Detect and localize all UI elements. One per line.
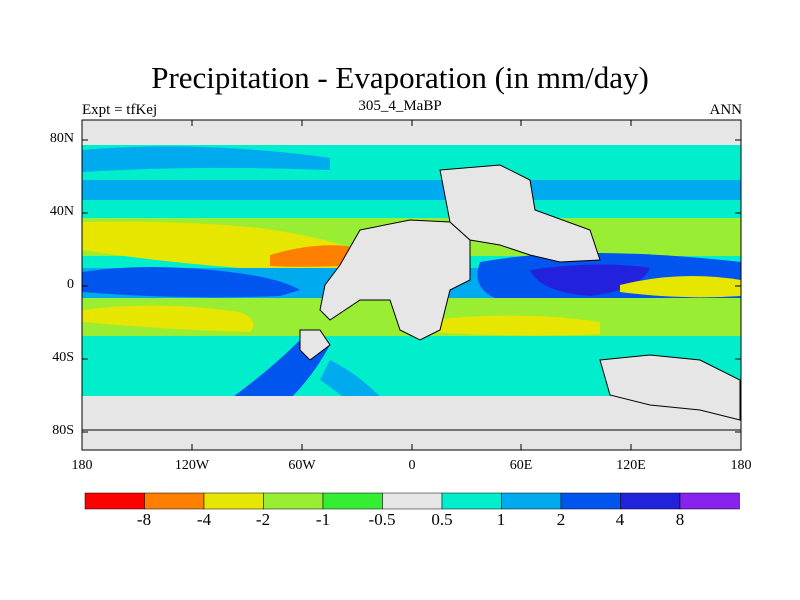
- lon-label-180w: 180: [71, 458, 93, 473]
- map-plot-area: [82, 120, 741, 450]
- lon-label-120w: 120W: [174, 458, 210, 473]
- lat-label-40s: 40S: [52, 350, 74, 365]
- season-label: ANN: [709, 102, 743, 118]
- colorbar-label: -0.5: [368, 510, 396, 529]
- pacific-north-band: [82, 146, 330, 172]
- colorbar-label: -2: [255, 510, 271, 529]
- lon-label-60w: 60W: [288, 458, 316, 473]
- continent-antarctica: [82, 429, 741, 450]
- colorbar-swatch: [679, 492, 740, 510]
- colorbar-swatch: [322, 492, 383, 510]
- lon-label-120e: 120E: [616, 458, 646, 473]
- axis-ticks: [81, 120, 742, 450]
- colorbar-swatch: [382, 492, 443, 510]
- itcz-pacific: [82, 267, 300, 298]
- colorbar: [84, 492, 740, 510]
- colorbar-label: -4: [196, 510, 212, 529]
- continent-asia: [439, 164, 601, 263]
- experiment-label: Expt = tfKej: [82, 102, 158, 118]
- lat-label-80s: 80S: [52, 423, 74, 438]
- lat-label-80n: 80N: [49, 131, 74, 146]
- colorbar-label: -8: [136, 510, 152, 529]
- colorbar-swatch: [501, 492, 562, 510]
- lon-label-180e: 180: [730, 458, 752, 473]
- pacific-dry-core: [270, 245, 360, 267]
- colorbar-label: 8: [675, 510, 685, 529]
- lon-label-0: 0: [408, 458, 416, 473]
- lon-label-60e: 60E: [509, 458, 533, 473]
- warm-pool-dry: [620, 276, 741, 298]
- colorbar-swatch: [620, 492, 681, 510]
- south-pacific-dry: [82, 305, 254, 332]
- lat-label-40n: 40N: [49, 204, 74, 219]
- colorbar-swatch: [84, 492, 145, 510]
- colorbar-swatch: [203, 492, 264, 510]
- map-title: Precipitation - Evaporation (in mm/day): [151, 60, 649, 95]
- colorbar-swatch: [560, 492, 621, 510]
- continent-south-america: [299, 329, 331, 361]
- colorbar-swatch: [441, 492, 502, 510]
- colorbar-label: -1: [315, 510, 331, 529]
- colorbar-swatch: [263, 492, 324, 510]
- south-indian-dry: [430, 315, 600, 336]
- colorbar-swatch: [144, 492, 205, 510]
- colorbar-label: 2: [556, 510, 566, 529]
- storm-track-north: [82, 180, 741, 200]
- colorbar-label: 1: [496, 510, 506, 529]
- map-subtitle: 305_4_MaBP: [358, 98, 442, 114]
- colorbar-label: 0.5: [431, 510, 453, 529]
- lat-label-0: 0: [67, 277, 74, 292]
- continent-australia: [599, 354, 741, 421]
- colorbar-label: 4: [615, 510, 625, 529]
